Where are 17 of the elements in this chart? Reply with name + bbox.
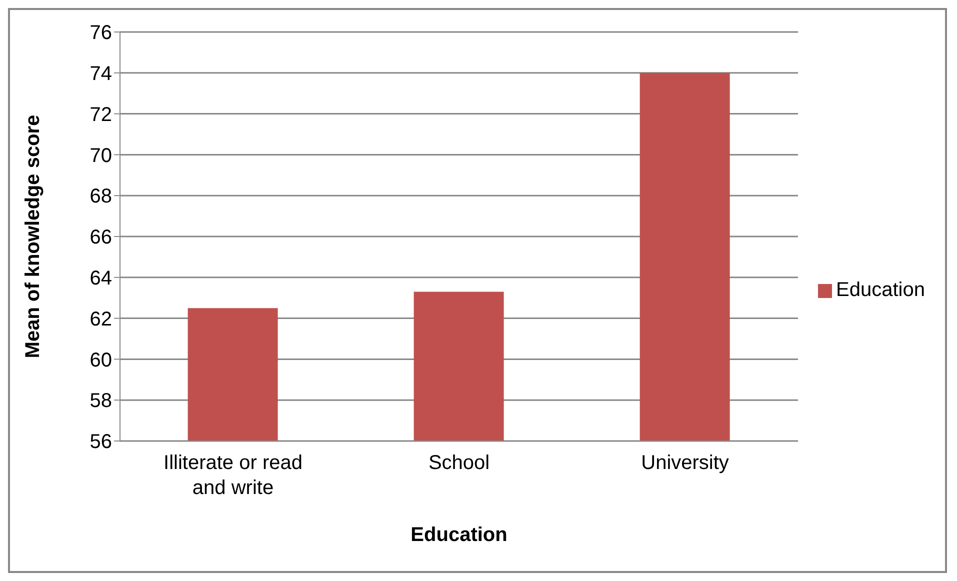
y-axis-title: Mean of knowledge score: [22, 114, 44, 358]
y-tick-label: 66: [90, 226, 112, 249]
y-tick-label: 56: [90, 431, 112, 454]
y-tick-label: 62: [90, 308, 112, 330]
y-tick-label: 60: [90, 349, 112, 372]
y-tick-label: 70: [90, 144, 112, 167]
y-tick-label: 76: [90, 22, 112, 44]
x-tick-label: School: [428, 452, 490, 474]
y-tick-label: 74: [90, 63, 112, 85]
x-tick-label: University: [641, 452, 729, 474]
legend-label: Education: [836, 279, 925, 301]
y-tick-label: 58: [90, 390, 112, 412]
y-tick-label: 64: [90, 268, 112, 290]
x-axis-title: Education: [410, 524, 508, 546]
y-tick-label: 72: [90, 104, 112, 126]
y-tick-label: 68: [90, 186, 112, 208]
x-tick-label: Illiterate or read and write: [164, 452, 302, 499]
